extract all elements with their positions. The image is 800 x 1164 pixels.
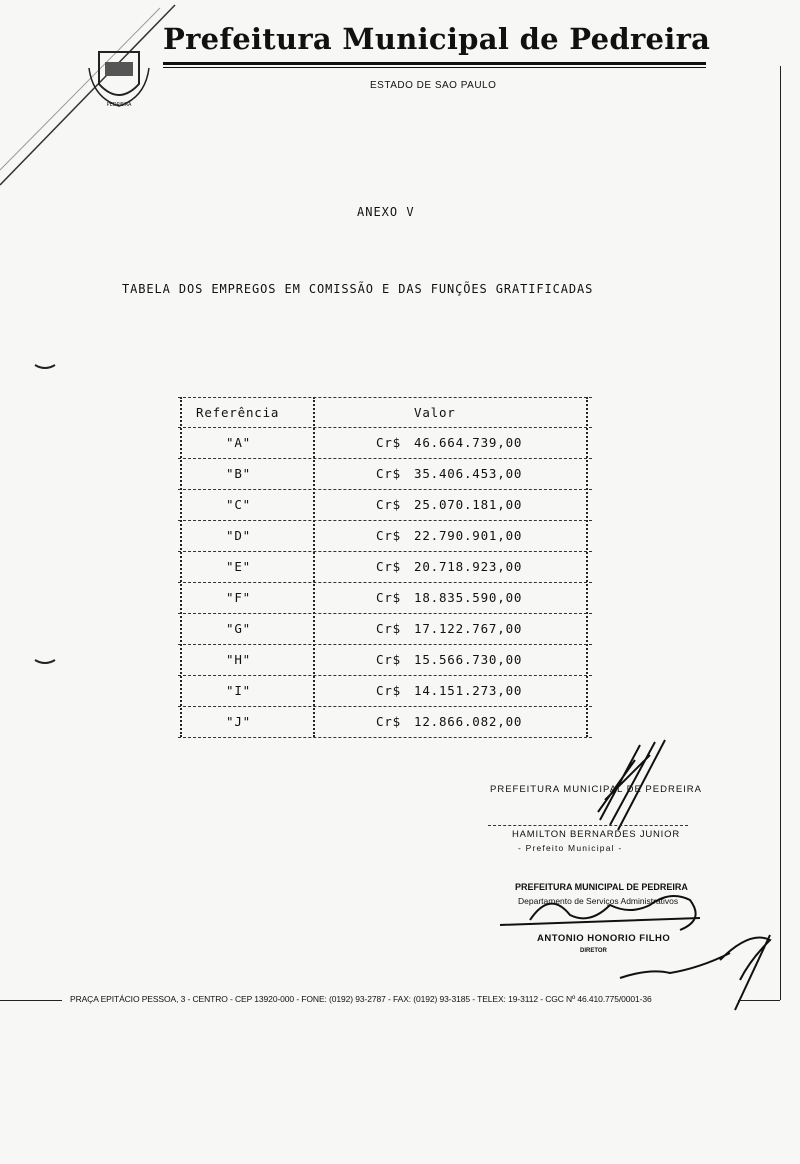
reference-cell: "F" [226, 590, 251, 605]
table-row-divider [178, 644, 592, 645]
reference-cell: "A" [226, 435, 251, 450]
department-name: Departamento de Serviços Administrativos [518, 896, 679, 906]
director-name: ANTONIO HONORIO FILHO [537, 933, 671, 944]
value-cell: 15.566.730,00 [414, 652, 523, 667]
currency-cell: Cr$ [376, 559, 401, 574]
value-cell: 17.122.767,00 [414, 621, 523, 636]
reference-cell: "H" [226, 652, 251, 667]
table-border [313, 397, 315, 737]
currency-cell: Cr$ [376, 466, 401, 481]
punch-hole-mark [34, 364, 56, 369]
table-row-divider [178, 613, 592, 614]
table-row-divider [178, 551, 592, 552]
mayor-title: - Prefeito Municipal - [518, 843, 623, 853]
value-cell: 35.406.453,00 [414, 466, 523, 481]
punch-hole-mark [34, 659, 56, 664]
table-row-divider [178, 489, 592, 490]
column-header-value: Valor [414, 405, 456, 420]
currency-cell: Cr$ [376, 683, 401, 698]
reference-cell: "D" [226, 528, 251, 543]
table-row-divider [178, 675, 592, 676]
column-header-reference: Referência [196, 405, 280, 420]
table-row-divider [178, 520, 592, 521]
signature-line [488, 825, 688, 826]
table-row-divider [178, 706, 592, 707]
mayor-name: HAMILTON BERNARDES JUNIOR [512, 829, 680, 840]
footer-rule [738, 1000, 780, 1001]
footer-rule [0, 1000, 62, 1001]
currency-cell: Cr$ [376, 435, 401, 450]
initials-signature [619, 934, 772, 1011]
director-title: DIRETOR [580, 948, 607, 954]
salary-table: Referência Valor "A" Cr$ 46.664.739,00 "B" C… [178, 397, 592, 738]
footer-address: PRAÇA EPITÁCIO PESSOA, 3 - CENTRO - CEP … [70, 994, 652, 1004]
director-signature [499, 895, 701, 931]
table-border [178, 397, 592, 398]
currency-cell: Cr$ [376, 621, 401, 636]
table-border [586, 397, 588, 737]
reference-cell: "E" [226, 559, 251, 574]
page-fold-shadow [0, 7, 161, 171]
page-fold-edge [0, 4, 176, 186]
annex-title: ANEXO V [357, 205, 415, 219]
table-border [178, 737, 592, 738]
reference-cell: "J" [226, 714, 251, 729]
reference-cell: "G" [226, 621, 251, 636]
currency-cell: Cr$ [376, 652, 401, 667]
mayor-stamp: PREFEITURA MUNICIPAL DE PEDREIRA [490, 784, 703, 795]
value-cell: 20.718.923,00 [414, 559, 523, 574]
department-stamp: PREFEITURA MUNICIPAL DE PEDREIRA [515, 882, 688, 892]
currency-cell: Cr$ [376, 590, 401, 605]
value-cell: 25.070.181,00 [414, 497, 523, 512]
mayor-signature [597, 739, 666, 831]
table-row-divider [178, 427, 592, 428]
reference-cell: "C" [226, 497, 251, 512]
letterhead-rule [163, 67, 706, 68]
table-border [180, 397, 182, 737]
table-heading: TABELA DOS EMPREGOS EM COMISSÃO E DAS FU… [122, 282, 594, 296]
letterhead-title: Prefeitura Municipal de Pedreira [163, 22, 711, 56]
page-border [780, 66, 781, 1000]
currency-cell: Cr$ [376, 528, 401, 543]
reference-cell: "I" [226, 683, 251, 698]
value-cell: 18.835.590,00 [414, 590, 523, 605]
table-row-divider [178, 458, 592, 459]
reference-cell: "B" [226, 466, 251, 481]
letterhead-subtitle: ESTADO DE SAO PAULO [370, 80, 497, 91]
value-cell: 14.151.273,00 [414, 683, 523, 698]
letterhead-rule [163, 62, 706, 65]
currency-cell: Cr$ [376, 714, 401, 729]
svg-text:PEDREIRA: PEDREIRA [107, 102, 132, 108]
currency-cell: Cr$ [376, 497, 401, 512]
value-cell: 22.790.901,00 [414, 528, 523, 543]
value-cell: 46.664.739,00 [414, 435, 523, 450]
table-row-divider [178, 582, 592, 583]
value-cell: 12.866.082,00 [414, 714, 523, 729]
city-crest-logo: PEDREIRA [85, 48, 153, 110]
